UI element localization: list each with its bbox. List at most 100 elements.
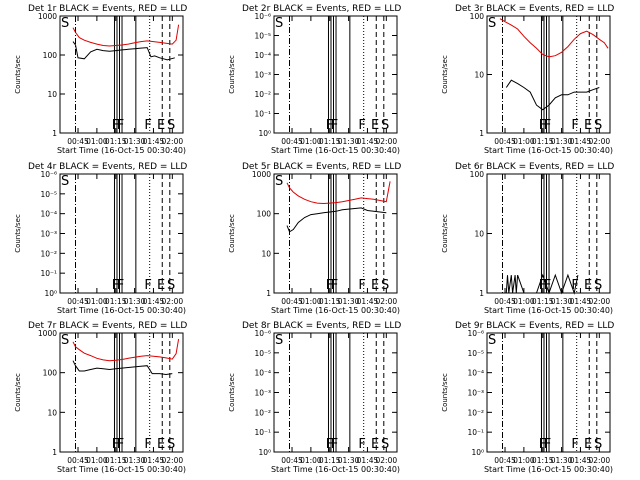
x-tick-label: 00:45 bbox=[494, 297, 516, 306]
chart-panel-1: Det 1r BLACK = Events, RED = LLD 1 10 100 10… bbox=[14, 4, 187, 155]
x-tick-label: 02:00 bbox=[589, 137, 611, 146]
chart-panel-4: Det 4r BLACK = Events, RED = LLD 10⁰ 10⁻¹ 1… bbox=[14, 162, 187, 315]
plot-frame bbox=[486, 173, 611, 294]
marker-label: F bbox=[571, 118, 578, 133]
x-axis-label: Start Time (16-Oct-15 00:30:40) bbox=[57, 146, 186, 155]
x-tick-label: 01:15 bbox=[319, 297, 341, 306]
marker-label: E bbox=[584, 437, 592, 452]
y-tick-label: 10⁻⁵ bbox=[467, 349, 484, 358]
y-tick-label: 1 bbox=[479, 129, 484, 138]
y-tick-label: 10⁻⁴ bbox=[467, 369, 484, 378]
chart-title: Det 5r BLACK = Events, RED = LLD bbox=[242, 162, 401, 172]
x-tick-label: 01:30 bbox=[551, 137, 573, 146]
x-tick-label: 01:45 bbox=[570, 297, 592, 306]
x-tick-label: 00:45 bbox=[281, 456, 303, 465]
corner-label: S bbox=[61, 333, 69, 348]
y-tick-label: 1000 bbox=[38, 12, 57, 21]
x-tick-label: 01:45 bbox=[570, 137, 592, 146]
marker-label: E bbox=[157, 278, 165, 293]
corner-label: S bbox=[275, 174, 283, 189]
y-axis-label: Counts/sec bbox=[14, 373, 22, 412]
x-axis-label: Start Time (16-Oct-15 00:30:40) bbox=[57, 465, 186, 474]
y-tick-label: 1 bbox=[52, 129, 57, 138]
series-line-events bbox=[505, 273, 579, 295]
x-axis-label: Start Time (16-Oct-15 00:30:40) bbox=[484, 306, 613, 315]
marker-label: S bbox=[167, 437, 175, 452]
x-tick-label: 01:30 bbox=[338, 456, 360, 465]
marker-label: F bbox=[117, 437, 124, 452]
y-tick-label: 10⁻³ bbox=[254, 389, 271, 398]
marker-label: F bbox=[326, 278, 333, 293]
x-tick-label: 01:00 bbox=[513, 137, 535, 146]
marker-label: E bbox=[371, 437, 379, 452]
marker-label: E bbox=[584, 278, 592, 293]
marker-label: F bbox=[112, 437, 119, 452]
x-tick-label: 01:45 bbox=[357, 456, 379, 465]
x-tick-label: 01:15 bbox=[105, 297, 127, 306]
x-tick-label: 02:00 bbox=[162, 137, 184, 146]
y-tick-label: 10⁻³ bbox=[40, 230, 57, 239]
x-tick-label: 01:00 bbox=[300, 456, 322, 465]
x-tick-label: 01:30 bbox=[338, 137, 360, 146]
y-tick-label: 100 bbox=[43, 51, 58, 60]
y-tick-label: 10⁻¹ bbox=[254, 428, 271, 437]
corner-label: S bbox=[275, 333, 283, 348]
y-tick-label: 1 bbox=[479, 289, 484, 298]
y-tick-label: 100 bbox=[43, 369, 58, 378]
x-tick-label: 01:15 bbox=[532, 137, 554, 146]
chart-panel-9: Det 9r BLACK = Events, RED = LLD 10⁰ 10⁻¹ 1… bbox=[441, 321, 614, 474]
marker-label: S bbox=[167, 278, 175, 293]
y-tick-label: 10 bbox=[474, 71, 484, 80]
plot-frame bbox=[273, 15, 398, 134]
chart-panel-8: Det 8r BLACK = Events, RED = LLD 10⁰ 10⁻¹ 1… bbox=[228, 321, 401, 474]
marker-label: F bbox=[144, 437, 151, 452]
x-tick-label: 01:00 bbox=[513, 297, 535, 306]
y-tick-label: 10⁻⁶ bbox=[254, 329, 271, 338]
marker-label: S bbox=[381, 118, 389, 133]
y-tick-label: 10⁰ bbox=[258, 448, 271, 457]
marker-label: S bbox=[381, 278, 389, 293]
y-tick-label: 1 bbox=[266, 289, 271, 298]
y-tick-label: 10⁻² bbox=[467, 408, 484, 417]
y-tick-label: 1000 bbox=[38, 329, 57, 338]
x-tick-label: 01:45 bbox=[143, 456, 165, 465]
marker-label: E bbox=[157, 437, 165, 452]
marker-label: F bbox=[539, 437, 546, 452]
y-tick-label: 10 bbox=[47, 408, 57, 417]
x-axis-label: Start Time (16-Oct-15 00:30:40) bbox=[484, 146, 613, 155]
chart-panel-3: Det 3r BLACK = Events, RED = LLD 1 10 100 Co… bbox=[441, 4, 614, 155]
marker-label: E bbox=[157, 118, 165, 133]
corner-label: S bbox=[488, 333, 496, 348]
x-tick-label: 01:15 bbox=[105, 456, 127, 465]
y-tick-label: 1 bbox=[52, 448, 57, 457]
marker-label: F bbox=[144, 118, 151, 133]
series-line-lld bbox=[72, 339, 180, 362]
chart-title: Det 9r BLACK = Events, RED = LLD bbox=[455, 321, 614, 331]
y-tick-label: 10 bbox=[474, 230, 484, 239]
y-axis-label: Counts/sec bbox=[14, 214, 22, 253]
x-tick-label: 00:45 bbox=[494, 456, 516, 465]
marker-label: F bbox=[331, 118, 338, 133]
series-line-events bbox=[72, 360, 173, 376]
x-axis-label: Start Time (16-Oct-15 00:30:40) bbox=[271, 146, 400, 155]
chart-title: Det 3r BLACK = Events, RED = LLD bbox=[455, 4, 614, 14]
x-tick-label: 02:00 bbox=[162, 456, 184, 465]
x-tick-label: 00:45 bbox=[67, 297, 89, 306]
x-axis-label: Start Time (16-Oct-15 00:30:40) bbox=[271, 465, 400, 474]
y-tick-label: 10⁻⁴ bbox=[254, 369, 271, 378]
y-tick-label: 10 bbox=[47, 90, 57, 99]
y-tick-label: 10⁻³ bbox=[254, 71, 271, 80]
marker-label: F bbox=[544, 278, 551, 293]
chart-title: Det 8r BLACK = Events, RED = LLD bbox=[242, 321, 401, 331]
chart-panel-6: Det 6r BLACK = Events, RED = LLD 1 10 100 Co… bbox=[441, 162, 614, 315]
x-axis-label: Start Time (16-Oct-15 00:30:40) bbox=[271, 306, 400, 315]
marker-label: E bbox=[371, 278, 379, 293]
series-line-events bbox=[286, 207, 387, 233]
chart-panel-7: Det 7r BLACK = Events, RED = LLD 1 10 100 10… bbox=[14, 321, 187, 474]
marker-label: F bbox=[326, 118, 333, 133]
series-line-events bbox=[505, 79, 600, 111]
marker-label: F bbox=[112, 278, 119, 293]
x-tick-label: 00:45 bbox=[281, 137, 303, 146]
x-tick-label: 01:15 bbox=[532, 297, 554, 306]
